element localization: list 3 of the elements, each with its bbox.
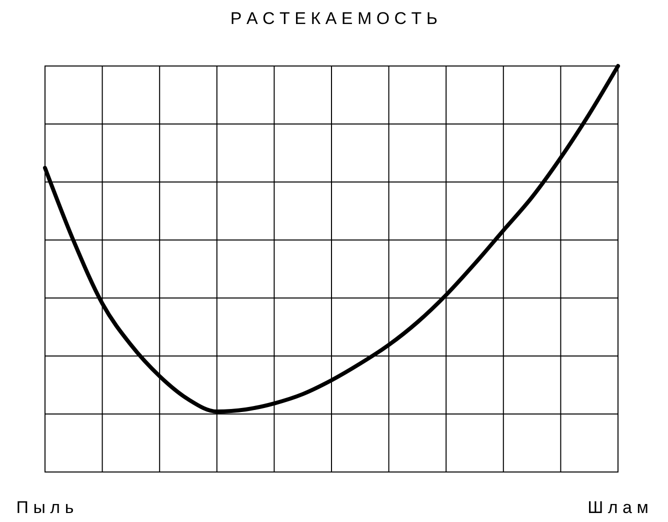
chart-title: Р А С Т Е К А Е М О С Т Ь: [230, 9, 438, 28]
x-tick-label: Ш л а м: [588, 498, 648, 517]
x-tick-label: П ы л ь: [16, 498, 74, 517]
